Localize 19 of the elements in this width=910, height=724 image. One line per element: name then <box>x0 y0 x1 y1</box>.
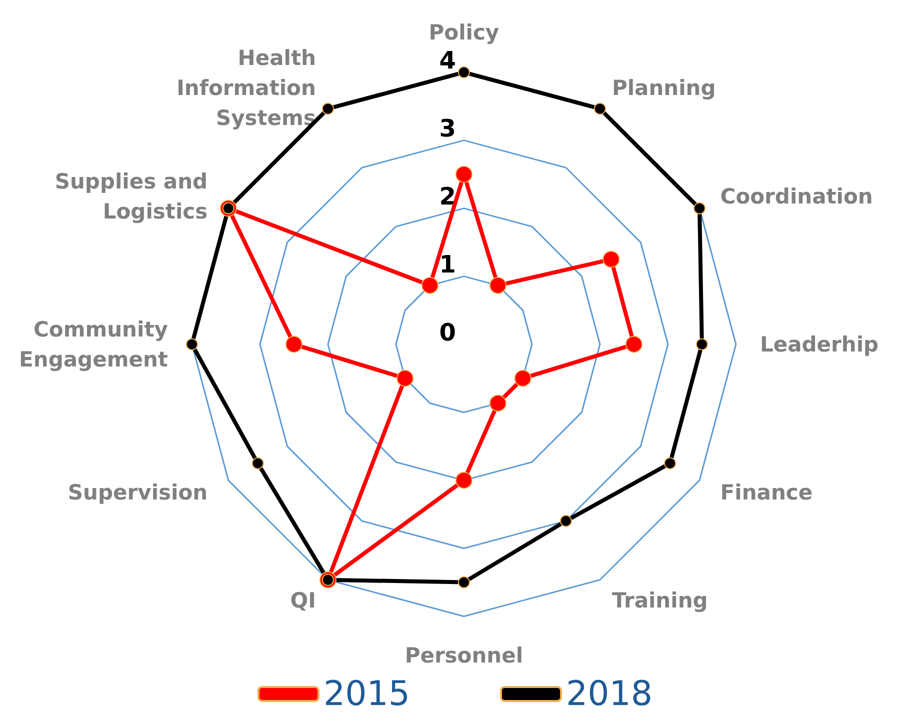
spoke-label: Leaderhip <box>760 332 879 356</box>
spoke-label: Planning <box>612 76 716 100</box>
spoke-label: Coordination <box>720 184 873 208</box>
y-tick-label: 2 <box>439 182 456 210</box>
y-tick-label: 4 <box>439 46 456 74</box>
spoke-label: Supervision <box>68 480 208 504</box>
spoke-label: Supplies and Logistics <box>54 169 208 224</box>
spoke-label: Community Engagement <box>19 317 168 372</box>
legend-label: 2018 <box>566 674 653 714</box>
legend-label: 2015 <box>323 674 410 714</box>
y-tick-label: 3 <box>439 114 456 142</box>
y-tick-label: 0 <box>439 318 456 346</box>
spoke-label: QI <box>290 588 316 613</box>
y-tick-label: 1 <box>439 250 456 278</box>
spoke-label: Training <box>612 588 708 613</box>
spoke-label: Personnel <box>404 643 524 668</box>
spoke-label: Health Information Systems <box>176 46 316 130</box>
spoke-label: Finance <box>720 480 813 504</box>
spoke-label: Policy <box>428 20 500 44</box>
